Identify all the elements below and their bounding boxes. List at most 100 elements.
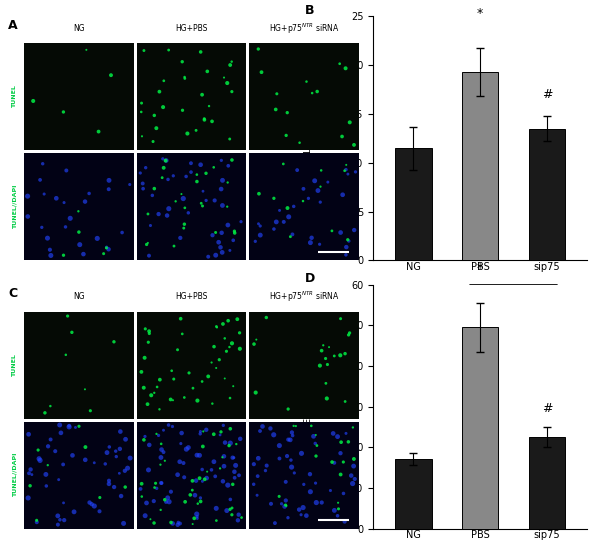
Text: C: C xyxy=(8,287,17,300)
Point xyxy=(344,331,353,340)
Text: B: B xyxy=(305,4,314,17)
Point xyxy=(323,360,332,369)
Point xyxy=(210,196,219,205)
Point xyxy=(287,428,296,437)
Point xyxy=(178,194,188,203)
Point xyxy=(333,498,343,507)
Point xyxy=(327,227,337,235)
Point xyxy=(313,87,322,96)
Bar xyxy=(462,72,499,261)
Point xyxy=(184,209,193,217)
Point xyxy=(120,483,130,492)
Point xyxy=(90,458,99,467)
Point xyxy=(196,497,205,506)
Point xyxy=(288,431,297,440)
Point xyxy=(330,506,339,515)
Point xyxy=(68,451,77,460)
Point xyxy=(202,467,212,476)
Point xyxy=(119,519,128,528)
Point xyxy=(144,327,154,336)
Point xyxy=(136,168,145,177)
Point xyxy=(87,500,97,508)
Point xyxy=(283,435,293,444)
Point xyxy=(104,480,114,488)
Point xyxy=(116,492,126,500)
Bar xyxy=(395,148,432,261)
Point xyxy=(279,160,288,168)
Point xyxy=(69,507,79,516)
Point xyxy=(261,466,270,475)
Point xyxy=(253,491,262,500)
Point xyxy=(115,445,125,453)
Point xyxy=(117,228,127,237)
Point xyxy=(102,244,111,252)
Point xyxy=(214,238,224,246)
Point xyxy=(227,504,237,512)
Point xyxy=(179,224,189,233)
Point xyxy=(45,245,55,254)
Point xyxy=(52,194,61,203)
Point xyxy=(75,240,85,249)
Point xyxy=(74,422,84,431)
Point xyxy=(180,473,189,482)
Point xyxy=(275,454,284,463)
Point xyxy=(219,462,229,470)
Point xyxy=(234,510,243,519)
Point xyxy=(302,511,311,520)
Point xyxy=(145,440,154,449)
Point xyxy=(211,228,221,237)
Point xyxy=(311,431,321,439)
Point xyxy=(174,518,183,527)
Point xyxy=(177,190,186,198)
Point xyxy=(280,502,289,511)
Point xyxy=(218,477,228,486)
Point xyxy=(164,421,173,429)
Point xyxy=(228,453,237,462)
Point xyxy=(149,389,159,397)
Point xyxy=(161,156,171,165)
Point xyxy=(81,443,90,451)
Point xyxy=(65,422,74,431)
Point xyxy=(225,393,235,402)
Point xyxy=(184,368,194,377)
Point xyxy=(340,349,350,358)
Point xyxy=(176,314,186,323)
Point xyxy=(116,427,125,436)
Point xyxy=(159,426,168,434)
Point xyxy=(55,421,65,429)
Point xyxy=(312,441,321,450)
Point xyxy=(258,422,267,431)
Text: TUNEL: TUNEL xyxy=(12,86,17,108)
Point xyxy=(345,118,355,126)
Point xyxy=(79,250,88,258)
Point xyxy=(186,159,196,167)
Point xyxy=(192,476,201,485)
Point xyxy=(36,456,45,465)
Point xyxy=(23,192,33,201)
Bar xyxy=(528,129,565,261)
Point xyxy=(160,456,170,465)
Point xyxy=(186,490,195,499)
Point xyxy=(42,482,51,491)
Point xyxy=(125,453,135,462)
Point xyxy=(225,343,234,352)
Point xyxy=(212,516,221,525)
Point xyxy=(321,354,330,363)
Point xyxy=(254,454,263,463)
Point xyxy=(249,340,259,348)
Point xyxy=(220,334,229,343)
Point xyxy=(24,469,34,477)
Point xyxy=(218,176,227,185)
Point xyxy=(180,498,190,506)
Point xyxy=(324,343,334,352)
Point xyxy=(212,364,221,372)
Point xyxy=(163,175,173,184)
Point xyxy=(59,198,69,207)
Point xyxy=(177,330,187,338)
Point xyxy=(46,402,55,410)
Point xyxy=(146,221,155,230)
Point xyxy=(229,468,239,476)
Point xyxy=(225,135,234,143)
Point xyxy=(299,184,308,193)
Bar xyxy=(528,437,565,529)
